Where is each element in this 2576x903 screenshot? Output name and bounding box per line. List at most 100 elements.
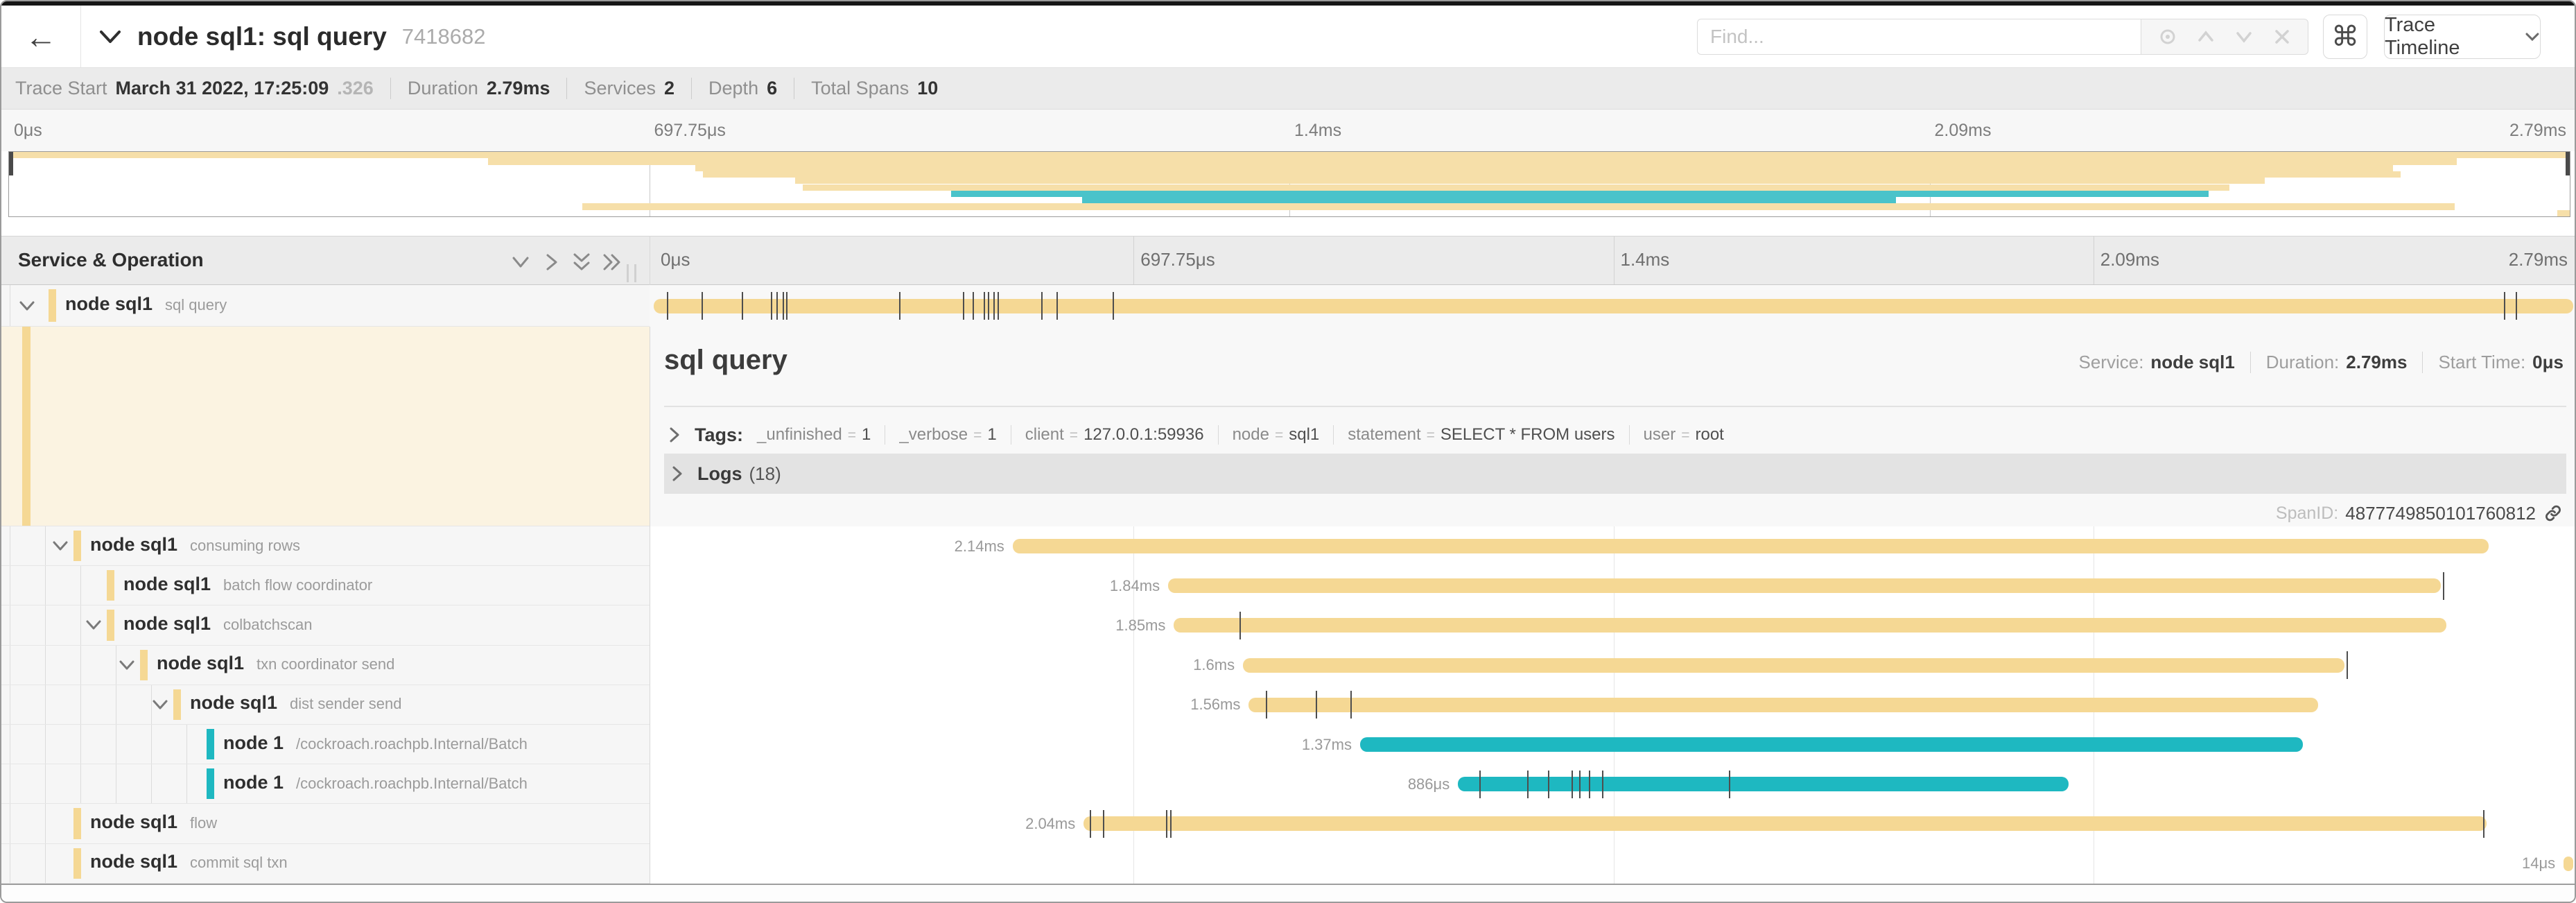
log-tick-mark[interactable] xyxy=(1239,611,1241,639)
log-tick-mark[interactable] xyxy=(667,292,669,320)
log-tick-mark[interactable] xyxy=(1548,770,1550,798)
tags-accordion[interactable]: Tags: _unfinished = 1 _verbose = 1 client = 127.… xyxy=(668,418,1724,452)
collapse-one-icon[interactable] xyxy=(509,252,532,273)
log-tick-mark[interactable] xyxy=(1112,292,1114,320)
span-tree-cell[interactable]: node sql1 flow xyxy=(1,804,650,844)
span-collapse-chevron-icon[interactable] xyxy=(85,619,103,635)
find-prev-icon[interactable] xyxy=(2195,26,2216,47)
log-tick-mark[interactable] xyxy=(1102,809,1104,838)
span-collapse-chevron-icon[interactable] xyxy=(118,659,136,675)
log-tick-mark[interactable] xyxy=(1526,770,1529,798)
log-tick-mark[interactable] xyxy=(776,292,778,320)
span-row[interactable]: node sql1 txn coordinator send 1.6ms xyxy=(1,645,2575,685)
log-tick-mark[interactable] xyxy=(984,292,986,320)
log-tick-mark[interactable] xyxy=(1169,809,1172,838)
chevron-right-icon xyxy=(672,466,682,481)
log-tick-mark[interactable] xyxy=(993,292,995,320)
span-gantt-bar[interactable] xyxy=(1243,657,2345,673)
log-tick-mark[interactable] xyxy=(899,292,901,320)
span-row[interactable]: node 1/cockroach.roachpb.Internal/Batch 8… xyxy=(1,764,2575,805)
span-tree-cell[interactable]: node sql1 txn coordinator send xyxy=(1,645,650,685)
find-input[interactable] xyxy=(1710,26,2128,48)
tag-item[interactable]: user = root xyxy=(1628,425,1724,445)
span-gantt-bar[interactable] xyxy=(1359,737,2303,752)
span-gantt-bar[interactable] xyxy=(1458,777,2069,792)
logs-accordion[interactable]: Logs (18) xyxy=(664,454,2566,494)
trace-view-selector[interactable]: Trace Timeline xyxy=(2384,14,2541,59)
log-tick-mark[interactable] xyxy=(2482,809,2484,838)
log-tick-mark[interactable] xyxy=(972,292,974,320)
scrubber-left-handle[interactable] xyxy=(9,152,13,175)
log-tick-mark[interactable] xyxy=(1166,809,1168,838)
log-tick-mark[interactable] xyxy=(1601,770,1603,798)
span-collapse-chevron-icon[interactable] xyxy=(51,540,69,556)
tag-item[interactable]: node = sql1 xyxy=(1217,425,1319,445)
find-clear-icon[interactable] xyxy=(2272,26,2292,47)
span-row[interactable]: node sql1 colbatchscan 1.85ms xyxy=(1,605,2575,646)
span-tree-cell[interactable]: node 1/cockroach.roachpb.Internal/Batch xyxy=(1,764,650,805)
span-row[interactable]: node sql1 consuming rows 2.14ms xyxy=(1,526,2575,567)
log-tick-mark[interactable] xyxy=(1578,770,1581,798)
span-row[interactable]: node 1/cockroach.roachpb.Internal/Batch 1… xyxy=(1,725,2575,765)
log-tick-mark[interactable] xyxy=(1479,770,1481,798)
back-button[interactable]: ← xyxy=(1,6,81,67)
locate-icon[interactable] xyxy=(2157,26,2178,47)
log-tick-mark[interactable] xyxy=(2504,292,2506,320)
span-tree-cell[interactable]: node sql1 dist sender send xyxy=(1,685,650,725)
log-tick-mark[interactable] xyxy=(1266,691,1268,719)
collapse-all-icon[interactable] xyxy=(570,252,593,273)
log-tick-mark[interactable] xyxy=(1571,770,1573,798)
log-tick-mark[interactable] xyxy=(2515,292,2517,320)
span-tree-cell[interactable]: node 1/cockroach.roachpb.Internal/Batch xyxy=(1,725,650,765)
log-tick-mark[interactable] xyxy=(1316,691,1318,719)
minimap-canvas[interactable] xyxy=(8,151,2570,217)
log-tick-mark[interactable] xyxy=(742,292,744,320)
span-collapse-chevron-icon[interactable] xyxy=(151,698,169,714)
span-tree-cell[interactable]: node sql1 colbatchscan xyxy=(1,605,650,646)
span-tree-cell[interactable]: node sql1 commit sql txn xyxy=(1,843,650,884)
tag-item[interactable]: _verbose = 1 xyxy=(885,425,997,445)
scrubber-right-handle[interactable] xyxy=(2566,152,2570,175)
span-gantt-bar[interactable] xyxy=(654,298,2573,313)
expand-all-icon[interactable] xyxy=(599,252,623,273)
log-tick-mark[interactable] xyxy=(1588,770,1590,798)
span-tree-cell[interactable]: node sql1 batch flow coordinator xyxy=(1,566,650,606)
tag-item[interactable]: statement = SELECT * FROM users xyxy=(1333,425,1615,445)
tag-item[interactable]: client = 127.0.0.1:59936 xyxy=(1010,425,1204,445)
span-tree-cell[interactable]: node sql1 sql query xyxy=(1,285,650,327)
deep-link-icon[interactable] xyxy=(2543,503,2564,524)
span-collapse-chevron-icon[interactable] xyxy=(18,300,36,316)
log-tick-mark[interactable] xyxy=(987,292,989,320)
tag-item[interactable]: _unfinished = 1 xyxy=(757,425,871,445)
log-tick-mark[interactable] xyxy=(770,292,772,320)
log-tick-mark[interactable] xyxy=(702,292,704,320)
span-gantt-bar[interactable] xyxy=(1168,578,2441,594)
column-resize-handle[interactable] xyxy=(627,264,636,282)
find-next-icon[interactable] xyxy=(2234,26,2254,47)
span-gantt-bar[interactable] xyxy=(1174,618,2447,633)
log-tick-mark[interactable] xyxy=(962,292,964,320)
keyboard-shortcuts-button[interactable]: ⌘ xyxy=(2323,15,2367,59)
expand-one-icon[interactable] xyxy=(539,252,563,273)
log-tick-mark[interactable] xyxy=(786,292,788,320)
span-row[interactable]: node sql1 dist sender send 1.56ms xyxy=(1,685,2575,725)
log-tick-mark[interactable] xyxy=(1350,691,1352,719)
log-tick-mark[interactable] xyxy=(1041,292,1043,320)
log-tick-mark[interactable] xyxy=(1728,770,1730,798)
span-tree-cell[interactable]: node sql1 consuming rows xyxy=(1,526,650,567)
span-row[interactable]: node sql1 sql query xyxy=(1,285,2575,327)
log-tick-mark[interactable] xyxy=(782,292,784,320)
span-gantt-bar[interactable] xyxy=(1084,816,2487,832)
span-row[interactable]: node sql1 flow 2.04ms xyxy=(1,804,2575,844)
collapse-trace-chevron-icon[interactable] xyxy=(98,29,122,44)
span-gantt-bar[interactable] xyxy=(2564,856,2573,871)
log-tick-mark[interactable] xyxy=(2442,571,2444,600)
log-tick-mark[interactable] xyxy=(1089,809,1091,838)
span-row[interactable]: node sql1 batch flow coordinator 1.84ms xyxy=(1,566,2575,606)
span-gantt-bar[interactable] xyxy=(1012,539,2489,554)
log-tick-mark[interactable] xyxy=(997,292,999,320)
log-tick-mark[interactable] xyxy=(1056,292,1059,320)
span-row[interactable]: node sql1 commit sql txn 14μs xyxy=(1,843,2575,884)
log-tick-mark[interactable] xyxy=(2347,651,2349,680)
span-gantt-bar[interactable] xyxy=(1248,697,2318,712)
